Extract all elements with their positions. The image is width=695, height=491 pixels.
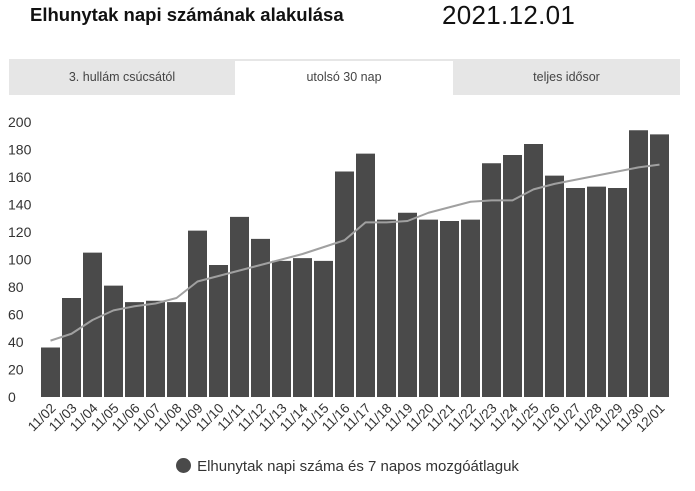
tab-bar: 3. hullám csúcsától utolsó 30 nap teljes… xyxy=(9,59,680,95)
bar[interactable] xyxy=(272,260,291,398)
bar[interactable] xyxy=(83,252,102,398)
bar[interactable] xyxy=(524,144,543,397)
y-tick-label: 40 xyxy=(8,334,24,350)
bar[interactable] xyxy=(629,130,648,397)
legend-dot-icon xyxy=(176,458,192,473)
bar[interactable] xyxy=(293,258,312,398)
y-tick-label: 180 xyxy=(8,142,32,158)
tab-full-series[interactable]: teljes idősor xyxy=(533,70,600,84)
y-tick-label: 80 xyxy=(8,279,24,295)
legend-label: Elhunytak napi száma és 7 napos mozgóátl… xyxy=(197,458,519,475)
bar[interactable] xyxy=(545,175,564,398)
bar[interactable] xyxy=(608,188,627,397)
bar[interactable] xyxy=(419,219,438,398)
bar[interactable] xyxy=(356,153,375,398)
bar[interactable] xyxy=(104,285,123,398)
bar[interactable] xyxy=(41,347,60,398)
bar[interactable] xyxy=(566,188,585,397)
bar[interactable] xyxy=(251,238,270,398)
bar[interactable] xyxy=(440,221,459,397)
bar[interactable] xyxy=(482,163,501,397)
header: Elhunytak napi számának alakulása 2021.1… xyxy=(0,0,695,40)
bar[interactable] xyxy=(587,186,606,398)
y-tick-label: 200 xyxy=(8,114,32,130)
legend: Elhunytak napi száma és 7 napos mozgóátl… xyxy=(0,458,695,475)
y-tick-label: 140 xyxy=(8,197,32,213)
bar[interactable] xyxy=(335,171,354,398)
bar[interactable] xyxy=(230,216,249,398)
y-tick-label: 60 xyxy=(8,307,24,323)
y-tick-label: 100 xyxy=(8,252,32,268)
bar[interactable] xyxy=(461,219,480,398)
date-label: 2021.12.01 xyxy=(442,0,576,30)
chart-title: Elhunytak napi számának alakulása xyxy=(30,4,344,25)
x-axis: 11/0211/0311/0411/0511/0611/0711/0811/09… xyxy=(25,400,668,435)
bar[interactable] xyxy=(398,212,417,397)
bar[interactable] xyxy=(503,155,522,397)
bar[interactable] xyxy=(167,302,186,398)
bar[interactable] xyxy=(650,134,669,398)
bar[interactable] xyxy=(125,302,144,398)
bar[interactable] xyxy=(62,298,81,397)
bar[interactable] xyxy=(146,300,165,397)
tab-third-wave-peak[interactable]: 3. hullám csúcsától xyxy=(68,70,176,84)
bar-series xyxy=(41,130,669,398)
chart-area: 0 20 40 60 80 100 120 140 160 180 200 11/0211/0311… xyxy=(8,114,669,435)
y-tick-label: 160 xyxy=(8,169,32,185)
bar[interactable] xyxy=(314,260,333,398)
moving-average-line xyxy=(50,163,660,342)
tab-last-30-days[interactable]: utolsó 30 nap xyxy=(235,61,453,95)
bar[interactable] xyxy=(188,230,207,398)
y-axis: 0 20 40 60 80 100 120 140 160 180 200 xyxy=(8,114,32,405)
y-tick-label: 0 xyxy=(8,389,16,405)
y-tick-label: 120 xyxy=(8,224,32,240)
bar[interactable] xyxy=(377,219,396,398)
y-tick-label: 20 xyxy=(8,362,24,378)
moving-average-series xyxy=(50,163,660,342)
bar[interactable] xyxy=(209,265,228,397)
